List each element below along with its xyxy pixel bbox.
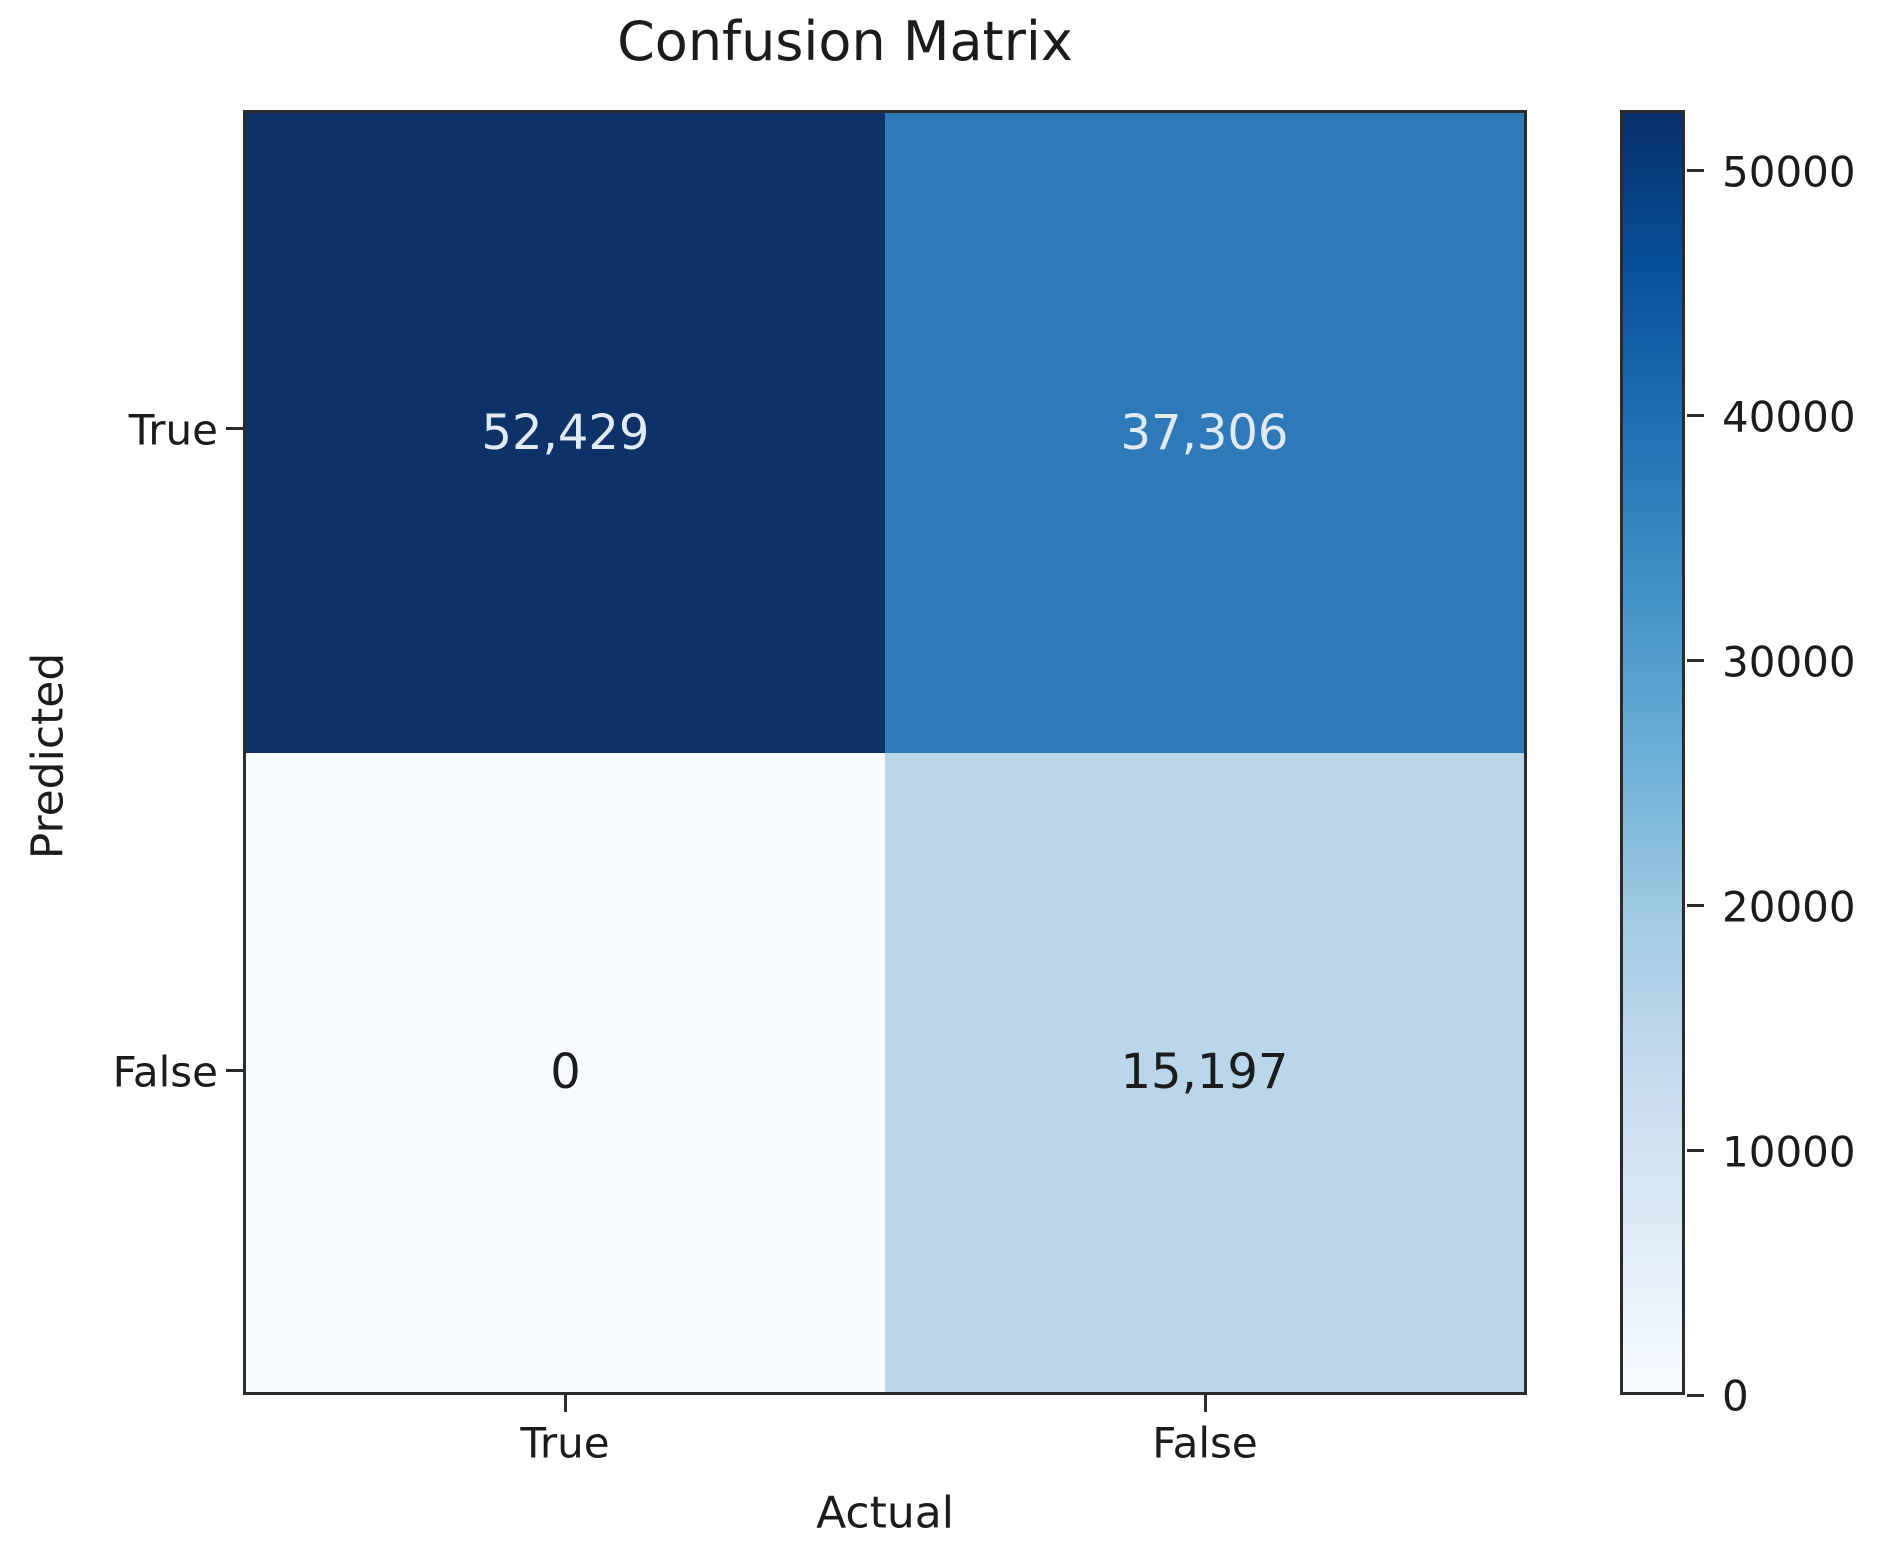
cell-pred-true-actual-false: 37,306 xyxy=(885,113,1524,753)
colorbar-tick-label: 40000 xyxy=(1722,392,1856,442)
colorbar-gradient xyxy=(1620,110,1685,1395)
colorbar-tick-mark xyxy=(1687,659,1704,662)
y-tick-label-false: False xyxy=(112,1047,218,1097)
colorbar-tick-mark xyxy=(1687,169,1704,172)
chart-title: Confusion Matrix xyxy=(617,10,1073,73)
y-axis-tick-mark xyxy=(226,1069,243,1072)
x-axis-tick-mark xyxy=(564,1395,567,1412)
colorbar-tick-label: 50000 xyxy=(1722,147,1856,197)
x-axis-tick-mark xyxy=(1204,1395,1207,1412)
colorbar-tick-mark xyxy=(1687,904,1704,907)
y-axis-label: Predicted xyxy=(22,652,74,860)
colorbar-tick-mark xyxy=(1687,1394,1704,1397)
colorbar-tick-label: 20000 xyxy=(1722,882,1856,932)
cell-pred-false-actual-false: 15,197 xyxy=(885,752,1524,1392)
y-axis-tick-mark xyxy=(226,427,243,430)
x-tick-label-false: False xyxy=(1152,1418,1258,1468)
colorbar-tick-label: 0 xyxy=(1722,1371,1749,1421)
x-axis-label: Actual xyxy=(816,1487,954,1539)
y-tick-label-true: True xyxy=(128,405,218,455)
colorbar-tick-label: 30000 xyxy=(1722,637,1856,687)
colorbar-tick-label: 10000 xyxy=(1722,1127,1856,1177)
cell-pred-true-actual-true: 52,429 xyxy=(246,113,885,753)
heatmap-grid: 52,429 37,306 0 15,197 xyxy=(243,110,1527,1395)
cell-pred-false-actual-true: 0 xyxy=(246,752,885,1392)
colorbar-tick-mark xyxy=(1687,414,1704,417)
colorbar-tick-mark xyxy=(1687,1149,1704,1152)
x-tick-label-true: True xyxy=(520,1418,610,1468)
